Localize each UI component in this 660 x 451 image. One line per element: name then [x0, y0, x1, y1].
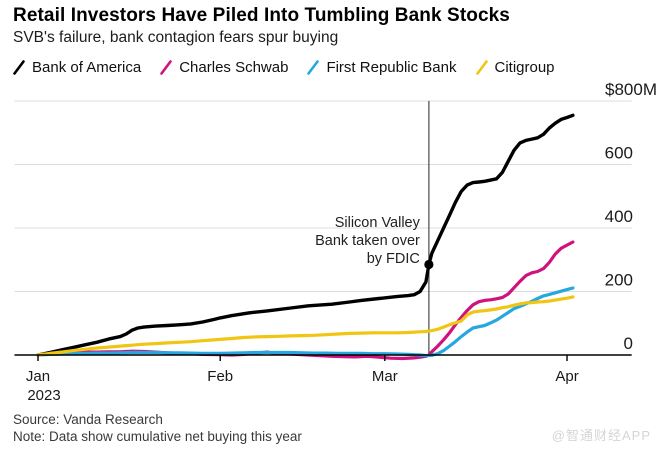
legend-item-first-republic-bank: First Republic Bank	[307, 59, 457, 76]
y-tick-label-800m: $800M	[605, 80, 657, 99]
chart-subtitle: SVB's failure, bank contagion fears spur…	[13, 29, 339, 46]
legend-label: Citigroup	[494, 59, 555, 76]
annotation-line-1: Silicon Valley	[335, 215, 421, 231]
legend: Bank of America Charles Schwab First Repub…	[13, 59, 555, 76]
y-tick-label-0: 0	[624, 334, 633, 353]
legend-slash-icon	[160, 60, 173, 75]
x-tick-label-mar: Mar	[372, 368, 398, 385]
y-tick-label-600: 600	[605, 144, 633, 163]
series-line-first-republic-bank	[36, 286, 575, 358]
legend-slash-icon	[307, 60, 320, 75]
annotation-line-2: Bank taken over	[315, 233, 420, 249]
legend-label: Charles Schwab	[179, 59, 289, 76]
source-note: Source: Vanda Research	[13, 412, 163, 427]
series-line-charles-schwab	[36, 240, 575, 361]
x-tick-label-apr: Apr	[555, 368, 578, 385]
x-tick-label-feb: Feb	[207, 368, 233, 385]
legend-label: First Republic Bank	[326, 59, 457, 76]
watermark: @智通财经APP	[551, 428, 651, 443]
legend-label: Bank of America	[32, 59, 142, 76]
y-tick-label-200: 200	[605, 271, 633, 290]
legend-item-charles-schwab: Charles Schwab	[160, 59, 288, 76]
annotation-line-3: by FDIC	[367, 251, 420, 267]
svb-event-dot	[424, 259, 434, 270]
series-line-bank-of-america	[36, 113, 575, 357]
data-note: Note: Data show cumulative net buying th…	[13, 429, 302, 444]
series-line-citigroup	[36, 295, 575, 357]
legend-item-bank-of-america: Bank of America	[13, 59, 141, 76]
legend-item-citigroup: Citigroup	[475, 59, 555, 76]
x-tick-label-jan: Jan	[26, 368, 50, 385]
page-title: Retail Investors Have Piled Into Tumblin…	[13, 5, 510, 26]
legend-slash-icon	[475, 60, 488, 75]
x-tick-sublabel-2023: 2023	[27, 387, 60, 404]
footer-notes: Source: Vanda Research Note: Data show c…	[13, 411, 302, 445]
legend-slash-icon	[13, 60, 25, 75]
y-tick-label-400: 400	[605, 207, 633, 226]
